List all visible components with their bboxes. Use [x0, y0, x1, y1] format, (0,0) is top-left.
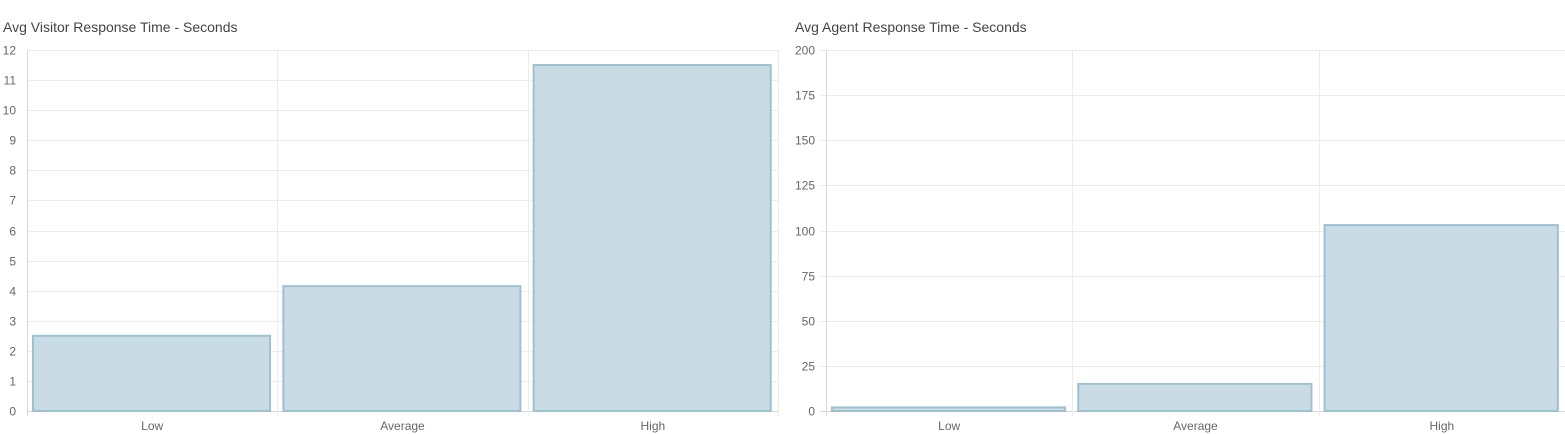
y-tick-label: 11: [4, 74, 17, 88]
agent-response-chart-panel: Avg Agent Response Time - Seconds 0 25 50 7…: [792, 0, 1565, 434]
y-tick-label: 12: [3, 44, 17, 58]
bar-average[interactable]: [282, 285, 522, 413]
bar-high[interactable]: [532, 64, 772, 413]
y-tick-label: 100: [795, 225, 815, 239]
y-tick-label: 4: [9, 285, 16, 299]
y-tick-label: 25: [802, 360, 816, 374]
y-tick-label: 125: [795, 179, 815, 193]
y-tick-label: 7: [9, 194, 16, 208]
y-tick-label: 1: [9, 375, 16, 389]
y-tick-label: 3: [9, 315, 16, 329]
bar-low[interactable]: [32, 334, 272, 412]
bar-low[interactable]: [830, 406, 1067, 413]
bar-high[interactable]: [1323, 224, 1559, 412]
y-tick-label: 175: [795, 89, 815, 103]
y-tick-label: 200: [795, 44, 815, 58]
y-tick-label: 2: [9, 345, 16, 359]
x-tick-label: Average: [1173, 419, 1218, 433]
y-tick-label: 5: [9, 255, 16, 269]
x-tick-label: High: [1429, 419, 1454, 433]
y-tick-label: 0: [808, 405, 815, 419]
y-tick-label: 75: [802, 270, 816, 284]
bar-average[interactable]: [1077, 382, 1313, 412]
y-tick-label: 9: [9, 134, 16, 148]
y-tick-label: 6: [9, 225, 16, 239]
y-tick-label: 150: [795, 134, 815, 148]
y-tick-label: 0: [9, 405, 16, 419]
x-tick-label: Average: [380, 419, 425, 433]
y-tick-label: 10: [3, 104, 17, 118]
chart-title: Avg Agent Response Time - Seconds: [795, 19, 1027, 35]
x-tick-label: High: [640, 419, 665, 433]
y-tick-label: 50: [802, 315, 816, 329]
chart-title: Avg Visitor Response Time - Seconds: [3, 19, 238, 35]
agent-response-chart: 0 25 50 75 100 125 150 175 200 Low Average High: [795, 44, 1565, 433]
x-tick-label: Low: [141, 419, 163, 433]
y-tick-label: 8: [9, 164, 16, 178]
x-tick-label: Low: [938, 419, 960, 433]
